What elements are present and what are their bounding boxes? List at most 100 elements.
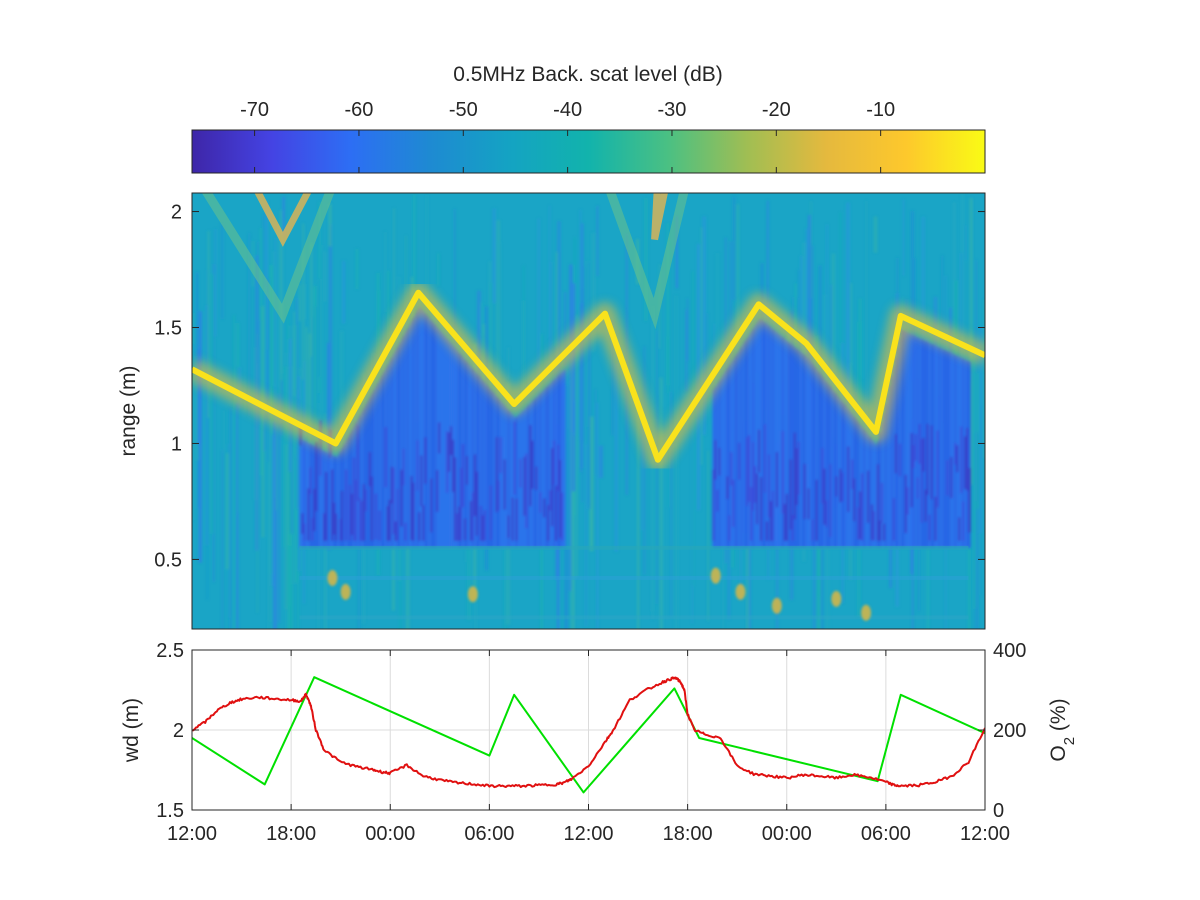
low-backscatter-column <box>728 365 731 548</box>
heatmap-streak <box>283 366 286 548</box>
low-backscatter-column <box>505 407 509 548</box>
heatmap-streak <box>293 311 295 397</box>
low-backscatter-column <box>442 334 445 548</box>
low-backscatter-patch <box>315 441 318 512</box>
heatmap-streak <box>952 202 956 349</box>
low-backscatter-patch <box>872 511 876 541</box>
heatmap-streak <box>272 251 276 387</box>
heatmap-streak <box>263 412 266 452</box>
low-backscatter-patch <box>898 443 902 477</box>
low-backscatter-column <box>418 306 421 548</box>
low-backscatter-patch <box>348 484 352 541</box>
low-backscatter-column <box>299 438 302 548</box>
low-backscatter-column <box>489 389 493 548</box>
y-left-tick-label: 1.5 <box>156 800 184 822</box>
low-backscatter-column <box>831 389 834 548</box>
low-backscatter-patch <box>384 427 388 488</box>
low-backscatter-column <box>874 444 878 548</box>
line-y-ticks-right: 0 200 400 <box>978 640 1026 822</box>
heatmap-streak <box>228 443 230 618</box>
low-backscatter-column <box>521 410 525 548</box>
low-backscatter-patch <box>714 440 717 480</box>
low-backscatter-column <box>416 310 419 548</box>
low-backscatter-patch <box>499 437 503 474</box>
low-backscatter-column <box>932 344 936 548</box>
low-backscatter-patch <box>404 522 408 541</box>
low-backscatter-patch <box>829 464 832 538</box>
low-backscatter-column <box>515 416 519 548</box>
low-backscatter-patch <box>880 482 884 523</box>
heatmap-streak <box>902 199 905 276</box>
heatmap-streak <box>282 196 285 236</box>
hot-spot <box>710 567 721 584</box>
low-backscatter-patch <box>878 520 882 541</box>
low-backscatter-column <box>823 379 827 548</box>
low-backscatter-patch <box>412 482 415 541</box>
heatmap-streak <box>267 420 272 622</box>
low-backscatter-patch <box>954 443 957 465</box>
low-backscatter-column <box>487 387 491 548</box>
heatmap-streak <box>236 402 239 629</box>
low-backscatter-column <box>724 371 727 548</box>
low-backscatter-patch <box>561 492 564 541</box>
heatmap-streak <box>691 271 695 586</box>
low-backscatter-patch <box>763 424 767 493</box>
low-backscatter-column <box>865 431 868 548</box>
low-backscatter-column <box>454 348 457 548</box>
low-backscatter-patch <box>303 523 306 541</box>
heatmap-streak <box>312 317 314 483</box>
heatmap-streak <box>206 270 208 600</box>
low-backscatter-patch <box>438 422 441 454</box>
low-backscatter-column <box>333 456 336 548</box>
low-backscatter-patch <box>759 477 763 541</box>
low-backscatter-patch <box>418 512 421 541</box>
low-backscatter-column <box>555 377 558 548</box>
colorbar-tick-label: -60 <box>344 99 373 121</box>
heatmap-streak <box>229 408 232 629</box>
low-backscatter-patch <box>489 485 493 541</box>
heatmap-streak <box>281 219 284 374</box>
heatmap-streak <box>207 230 210 418</box>
low-backscatter-column <box>358 415 362 548</box>
heatmap-y-ticks: 0.5 1 1.5 2 <box>154 202 985 571</box>
low-backscatter-patch <box>934 496 938 541</box>
bottom-band <box>299 615 969 620</box>
line-x-ticks: 12:00 18:00 00:00 06:00 12:00 18:00 00:00 06:00… <box>167 650 1010 845</box>
low-backscatter-patch <box>754 466 757 503</box>
low-backscatter-column <box>849 411 852 548</box>
heatmap-streak <box>437 253 440 286</box>
low-backscatter-patch <box>364 489 368 512</box>
low-backscatter-patch <box>775 452 779 508</box>
heatmap-streak <box>297 376 300 571</box>
low-backscatter-column <box>545 387 548 548</box>
colorbar-tick-label: -50 <box>449 99 478 121</box>
heatmap-streak <box>221 449 223 629</box>
hot-spot <box>771 597 782 614</box>
low-backscatter-patch <box>912 444 916 469</box>
heatmap-streak <box>260 228 262 476</box>
low-backscatter-column <box>323 450 326 548</box>
low-backscatter-column <box>940 348 943 548</box>
low-backscatter-patch <box>958 517 961 541</box>
low-backscatter-column <box>857 421 860 548</box>
low-backscatter-patch <box>309 467 312 495</box>
low-backscatter-patch <box>430 478 433 533</box>
low-backscatter-patch <box>525 453 528 529</box>
low-backscatter-column <box>740 346 743 548</box>
low-backscatter-column <box>471 368 475 548</box>
low-backscatter-column <box>350 429 354 548</box>
low-backscatter-patch <box>851 459 854 490</box>
low-backscatter-column <box>827 384 830 548</box>
low-backscatter-column <box>370 393 374 548</box>
heatmap-streak <box>225 453 229 570</box>
low-backscatter-column <box>869 436 872 548</box>
low-backscatter-column <box>726 368 729 548</box>
low-backscatter-column <box>924 340 928 548</box>
low-backscatter-column <box>485 384 489 548</box>
low-backscatter-patch <box>946 460 949 496</box>
low-backscatter-patch <box>781 430 785 514</box>
low-backscatter-patch <box>966 427 969 491</box>
heatmap-streak <box>732 196 736 301</box>
low-backscatter-patch <box>930 425 934 500</box>
heatmap-streak <box>507 347 510 379</box>
